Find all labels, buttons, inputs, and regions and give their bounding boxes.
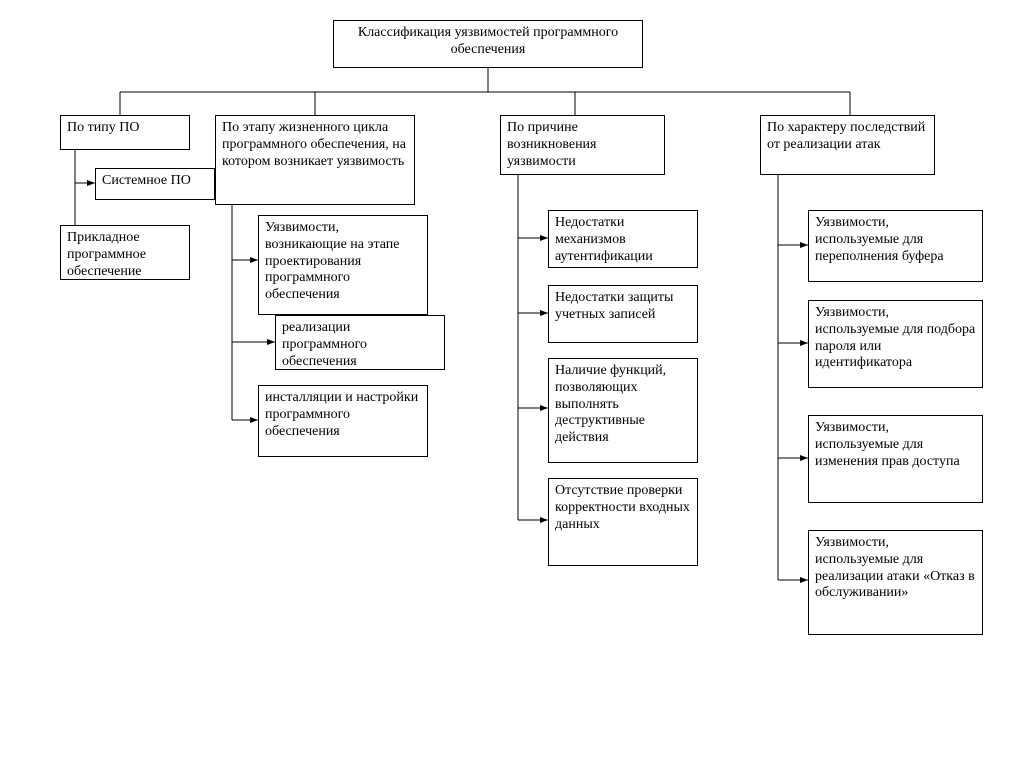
node-lifecycle-0: Уязвимости, возникающие на этапе проекти… <box>258 215 428 315</box>
node-consequences-3: Уязвимости, используемые для реализации … <box>808 530 983 635</box>
node-type-1: Прикладное программное обеспечение <box>60 225 190 280</box>
node-lifecycle-2: инсталляции и настройки программного обе… <box>258 385 428 457</box>
node-cause-2: Наличие функций, позволяющих выполнять д… <box>548 358 698 463</box>
branch-header-lifecycle: По этапу жизненного цикла программного о… <box>215 115 415 205</box>
branch-header-cause: По причине возникновения уязвимости <box>500 115 665 175</box>
node-cause-0: Недостатки механизмов аутентификации <box>548 210 698 268</box>
branch-header-consequences: По характеру последствий от реализации а… <box>760 115 935 175</box>
node-cause-1: Недостатки защиты учетных записей <box>548 285 698 343</box>
node-consequences-0: Уязвимости, используемые для переполнени… <box>808 210 983 282</box>
root-node: Классификация уязвимостей программного о… <box>333 20 643 68</box>
diagram-canvas: Классификация уязвимостей программного о… <box>0 0 1024 768</box>
branch-header-type: По типу ПО <box>60 115 190 150</box>
node-consequences-2: Уязвимости, используемые для изменения п… <box>808 415 983 503</box>
node-type-0: Системное ПО <box>95 168 215 200</box>
node-cause-3: Отсутствие проверки корректности входных… <box>548 478 698 566</box>
node-consequences-1: Уязвимости, используемые для подбора пар… <box>808 300 983 388</box>
node-lifecycle-1: реализации программного обеспечения <box>275 315 445 370</box>
